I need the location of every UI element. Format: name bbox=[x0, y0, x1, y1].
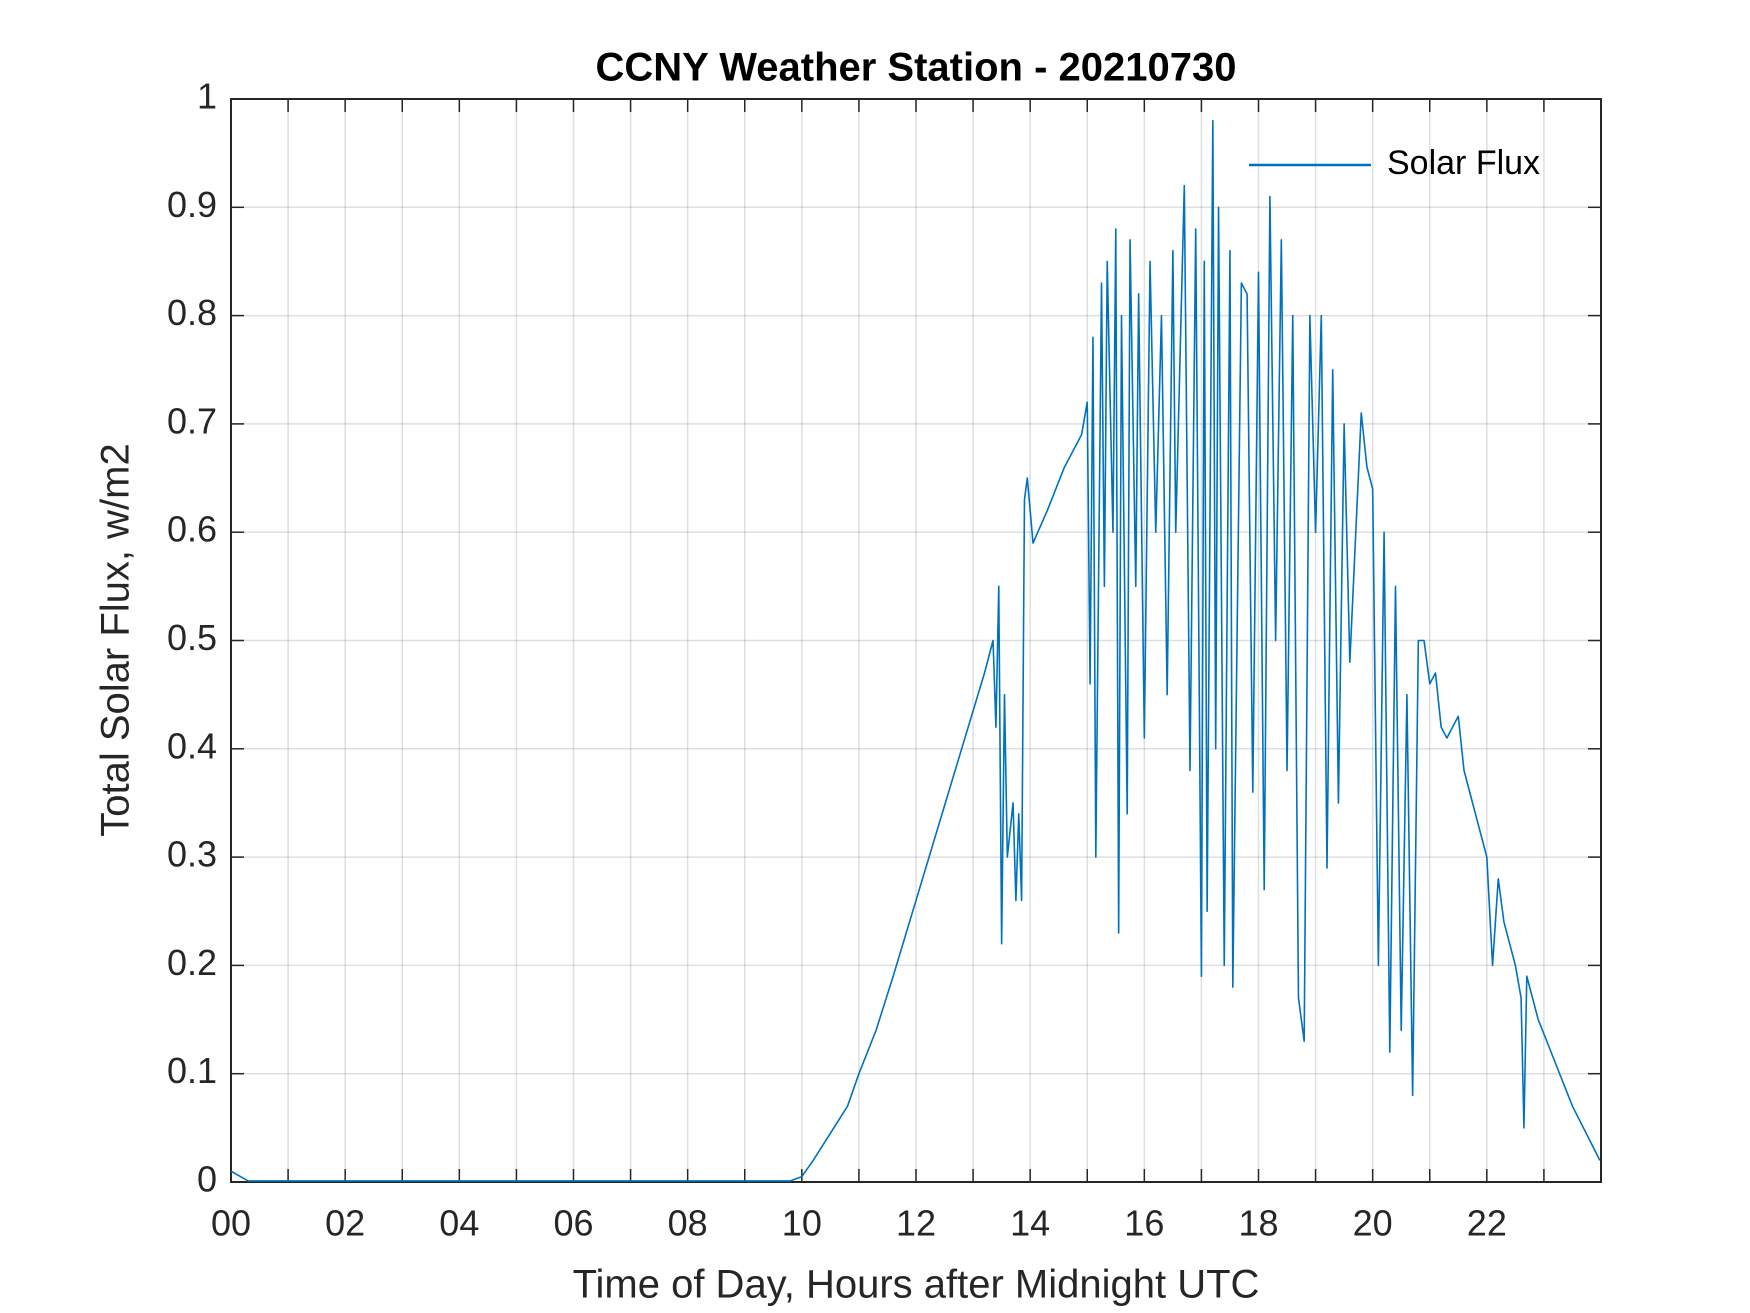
x-tick-label: 04 bbox=[439, 1203, 479, 1244]
x-tick-label: 12 bbox=[896, 1203, 936, 1244]
y-tick-label: 0.8 bbox=[167, 292, 217, 333]
y-axis-label: Total Solar Flux, w/m2 bbox=[94, 443, 138, 836]
data-line bbox=[230, 119, 1601, 1182]
x-axis-label: Time of Day, Hours after Midnight UTC bbox=[573, 1263, 1260, 1307]
y-tick-label: 0.9 bbox=[167, 184, 217, 225]
x-tick-label: 20 bbox=[1353, 1203, 1393, 1244]
plot-frame bbox=[230, 98, 1602, 1183]
y-tick-label: 0.3 bbox=[167, 834, 217, 875]
y-tick-label: 0 bbox=[197, 1159, 217, 1200]
x-tick-label: 16 bbox=[1124, 1203, 1164, 1244]
x-tick-label: 00 bbox=[211, 1203, 251, 1244]
y-tick-label: 0.7 bbox=[167, 400, 217, 441]
x-tick-label: 18 bbox=[1238, 1203, 1278, 1244]
x-tick-label: 10 bbox=[782, 1203, 822, 1244]
x-tick-label: 22 bbox=[1467, 1203, 1507, 1244]
y-tick-label: 1 bbox=[197, 76, 217, 117]
legend-label: Solar Flux bbox=[1387, 144, 1540, 182]
x-tick-label: 08 bbox=[668, 1203, 708, 1244]
y-tick-label: 0.5 bbox=[167, 617, 217, 658]
y-tick-label: 0.2 bbox=[167, 942, 217, 983]
x-tick-label: 02 bbox=[325, 1203, 365, 1244]
x-tick-label: 06 bbox=[553, 1203, 593, 1244]
chart-title: CCNY Weather Station - 20210730 bbox=[596, 46, 1237, 90]
y-tick-label: 0.1 bbox=[167, 1050, 217, 1091]
y-tick-label: 0.6 bbox=[167, 509, 217, 550]
x-tick-label: 14 bbox=[1010, 1203, 1050, 1244]
y-tick-label: 0.4 bbox=[167, 725, 217, 766]
